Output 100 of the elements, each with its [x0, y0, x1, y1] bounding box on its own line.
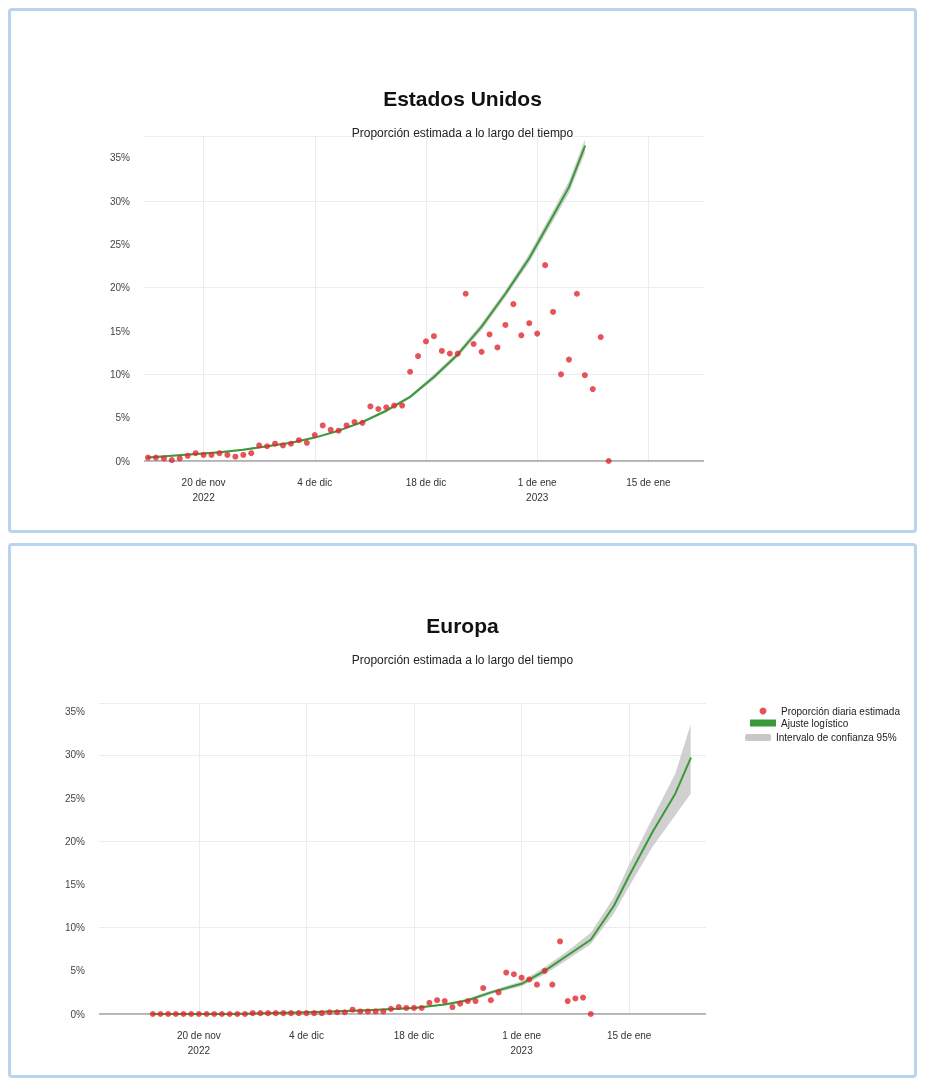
point [597, 334, 604, 341]
point [533, 981, 540, 988]
point [478, 348, 485, 355]
y-tick-label: 5% [115, 412, 131, 424]
point [224, 451, 231, 458]
point [446, 350, 453, 357]
x-tick-label: 1 de ene 2023 [517, 477, 558, 503]
point [327, 426, 334, 433]
y-tick-label: 10% [64, 922, 86, 934]
point [359, 419, 366, 426]
point [462, 290, 469, 297]
point [295, 437, 302, 444]
point [581, 372, 588, 379]
point [430, 333, 437, 340]
point [234, 1011, 241, 1017]
point [192, 450, 199, 457]
point [380, 1008, 387, 1015]
point [200, 451, 207, 458]
point [580, 994, 587, 1001]
point [288, 1010, 295, 1017]
point [438, 347, 445, 354]
point [526, 976, 533, 983]
chart-subtitle: Proporción estimada a lo largo del tiempo [351, 653, 574, 667]
point [180, 1011, 187, 1017]
y-tick-label: 0% [70, 1008, 86, 1020]
point [399, 402, 406, 409]
point [375, 406, 382, 412]
point [334, 1009, 341, 1016]
point [249, 1010, 256, 1017]
point [216, 450, 223, 457]
point [518, 974, 525, 981]
point [503, 969, 510, 976]
point [510, 971, 517, 978]
point [534, 330, 541, 337]
point [495, 989, 502, 996]
point [195, 1011, 202, 1017]
text: Intervalo de confianza 95% [776, 732, 897, 743]
point [211, 1011, 218, 1017]
x-tick-label: 18 de dic [393, 1030, 435, 1041]
point [589, 386, 596, 393]
point [587, 1011, 594, 1017]
point [403, 1004, 410, 1011]
point [557, 938, 564, 945]
point [203, 1011, 210, 1017]
point [184, 452, 191, 459]
point [605, 458, 612, 464]
point [226, 1011, 233, 1017]
y-tick-label: 15% [64, 878, 86, 890]
point [502, 321, 509, 328]
point [303, 1010, 310, 1017]
point [287, 440, 294, 447]
y-tick-label: 25% [109, 238, 131, 250]
point [318, 1010, 325, 1017]
point [176, 455, 183, 462]
point [372, 1008, 379, 1015]
point [188, 1011, 195, 1017]
point [240, 451, 247, 458]
point [449, 1004, 456, 1011]
point [395, 1004, 402, 1011]
x-tick-label: 4 de dic [297, 477, 333, 488]
y-tick-label: 15% [109, 325, 131, 337]
point [265, 1010, 272, 1017]
point [208, 451, 215, 458]
point [241, 1011, 248, 1017]
y-tick-label: 10% [109, 368, 131, 380]
y-tick-label: 35% [64, 706, 86, 718]
chart-title: Estados Unidos [383, 87, 542, 110]
x-tick-label: 18 de dic [405, 477, 447, 488]
point [144, 454, 151, 461]
point [565, 356, 572, 363]
point [418, 1004, 425, 1011]
chart-title: Europa [426, 614, 499, 637]
y-tick-label: 0% [115, 455, 131, 467]
point [335, 427, 342, 434]
point [311, 432, 318, 438]
chart-subtitle: Proporción estimada a lo largo del tiempo [351, 126, 574, 140]
point [341, 1009, 348, 1016]
point [526, 320, 533, 327]
point [558, 371, 565, 378]
point [160, 455, 167, 462]
legend-label: Ajuste logístico [781, 717, 849, 729]
point [280, 1010, 287, 1017]
point [426, 999, 433, 1006]
point [248, 450, 255, 457]
point [295, 1010, 302, 1017]
point [168, 457, 175, 464]
point [518, 332, 525, 339]
x-tick-label: 15 de ene [606, 1030, 652, 1041]
point [357, 1008, 364, 1015]
point [391, 402, 398, 409]
point [550, 308, 557, 315]
point [470, 341, 477, 347]
point [549, 981, 556, 988]
point [149, 1011, 156, 1017]
point [172, 1011, 179, 1017]
y-tick-label: 20% [64, 835, 86, 847]
point [218, 1011, 225, 1017]
x-tick-label: 20 de nov 2022 [181, 477, 226, 503]
point [311, 1010, 318, 1017]
point [326, 1009, 333, 1016]
